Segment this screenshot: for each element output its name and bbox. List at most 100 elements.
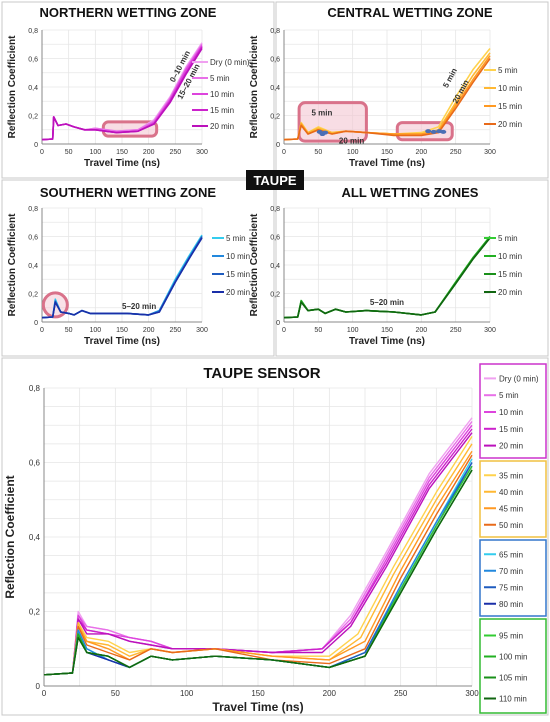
x-tick-label: 200 <box>323 689 337 698</box>
panel-frame <box>1 1 275 179</box>
x-tick-label: 250 <box>169 149 181 156</box>
legend-label: 75 min <box>499 583 523 592</box>
legend-label: 65 min <box>499 550 523 559</box>
chart-title: NORTHERN WETTING ZONE <box>40 5 217 20</box>
legend-label: 20 min <box>498 288 522 297</box>
data-marker <box>425 129 432 134</box>
y-tick-label: 0 <box>34 320 38 327</box>
legend-label: 15 min <box>498 102 522 111</box>
y-axis-title: Reflection Coefficient <box>249 35 260 138</box>
x-tick-label: 100 <box>347 327 359 334</box>
legend-label: 50 min <box>499 521 523 530</box>
series-line-4 <box>283 237 491 319</box>
chart-panel-5: 0 50 100 150 200 250 300 0 0,2 0,4 0,6 0,8 Travel Ti… <box>1 357 549 716</box>
x-tick-label: 300 <box>484 327 496 334</box>
badge-label: TAUPE <box>253 173 296 188</box>
y-tick-label: 0,4 <box>28 263 38 270</box>
legend-label: 5 min <box>498 234 518 243</box>
x-tick-label: 200 <box>415 149 427 156</box>
x-tick-label: 100 <box>180 689 194 698</box>
y-tick-label: 0,2 <box>270 114 280 121</box>
x-tick-label: 0 <box>40 149 44 156</box>
figure-badge: TAUPE <box>246 170 304 190</box>
y-tick-label: 0,2 <box>270 292 280 299</box>
panel-frame <box>1 357 549 716</box>
y-tick-label: 0,6 <box>29 459 41 468</box>
y-tick-label: 0,8 <box>270 206 280 213</box>
y-tick-label: 0,8 <box>29 384 41 393</box>
panel-frame <box>275 179 549 357</box>
chart-title: TAUPE SENSOR <box>203 365 320 382</box>
x-tick-label: 300 <box>196 149 208 156</box>
data-marker <box>322 130 329 135</box>
data-marker <box>440 129 447 134</box>
y-axis-title: Reflection Coefficient <box>7 35 18 138</box>
y-tick-label: 0 <box>36 682 41 691</box>
chart-title: CENTRAL WETTING ZONE <box>327 5 492 20</box>
annotation-label: 20 min <box>339 136 364 145</box>
x-tick-label: 150 <box>381 149 393 156</box>
x-tick-label: 250 <box>169 327 181 334</box>
legend-label: 15 min <box>210 106 234 115</box>
legend-label: 10 min <box>498 252 522 261</box>
legend-label: 40 min <box>499 488 523 497</box>
data-marker <box>430 129 437 134</box>
y-tick-label: 0,8 <box>270 28 280 35</box>
legend-label: 15 min <box>498 270 522 279</box>
chart-panel-4: 0 50 100 150 200 250 300 0 0,2 0,4 0,6 0,8 Travel Ti… <box>249 179 549 357</box>
series-line-17 <box>43 469 473 676</box>
x-axis-title: Travel Time (ns) <box>349 158 425 169</box>
x-tick-label: 0 <box>42 689 47 698</box>
x-tick-label: 50 <box>314 327 322 334</box>
x-axis-title: Travel Time (ns) <box>349 336 425 347</box>
legend-label: 20 min <box>499 442 523 451</box>
x-tick-label: 50 <box>111 689 120 698</box>
legend-label: 5 min <box>499 391 519 400</box>
y-tick-label: 0 <box>276 320 280 327</box>
x-axis-title: Travel Time (ns) <box>84 336 160 347</box>
chart-title: SOUTHERN WETTING ZONE <box>40 185 217 200</box>
chart-panel-2: 0 50 100 150 200 250 300 0 0,2 0,4 0,6 0,8 Travel Ti… <box>249 1 549 179</box>
y-tick-label: 0,2 <box>28 114 38 121</box>
x-tick-label: 100 <box>347 149 359 156</box>
x-tick-label: 300 <box>196 327 208 334</box>
y-tick-label: 0,2 <box>28 292 38 299</box>
x-tick-label: 150 <box>381 327 393 334</box>
y-tick-label: 0 <box>276 142 280 149</box>
annotation-label: 5–20 min <box>122 302 156 311</box>
x-tick-label: 200 <box>143 327 155 334</box>
legend-label: 5 min <box>498 66 518 75</box>
annotation-label: 5–20 min <box>370 298 404 307</box>
y-axis-title: Reflection Coefficient <box>7 213 18 316</box>
y-tick-label: 0,8 <box>28 28 38 35</box>
y-tick-label: 0 <box>34 142 38 149</box>
x-tick-label: 150 <box>116 149 128 156</box>
y-tick-label: 0,4 <box>270 263 280 270</box>
badge-background <box>246 170 304 190</box>
panel-frame <box>275 1 549 179</box>
legend-label: 15 min <box>499 425 523 434</box>
y-tick-label: 0,4 <box>29 533 41 542</box>
legend-label: 100 min <box>499 653 527 662</box>
x-tick-label: 250 <box>450 149 462 156</box>
legend-label: 10 min <box>499 408 523 417</box>
x-tick-label: 300 <box>465 689 479 698</box>
x-tick-label: 300 <box>484 149 496 156</box>
legend-label: 110 min <box>499 695 527 704</box>
y-tick-label: 0,6 <box>28 235 38 242</box>
legend-label: 45 min <box>499 504 523 513</box>
chart-panel-1: 0 50 100 150 200 250 300 0 0,2 0,4 0,6 0,8 Travel Ti… <box>1 1 275 179</box>
x-tick-label: 200 <box>143 149 155 156</box>
legend-label: 20 min <box>498 120 522 129</box>
series-line-9 <box>43 454 473 676</box>
x-tick-label: 150 <box>251 689 265 698</box>
x-tick-label: 100 <box>89 149 101 156</box>
x-tick-label: 0 <box>40 327 44 334</box>
legend-label: 15 min <box>226 270 250 279</box>
y-tick-label: 0,6 <box>270 235 280 242</box>
x-tick-label: 50 <box>314 149 322 156</box>
x-tick-label: 0 <box>282 327 286 334</box>
chart-title: ALL WETTING ZONES <box>342 185 479 200</box>
x-tick-label: 200 <box>415 327 427 334</box>
series-line-4 <box>41 237 203 319</box>
